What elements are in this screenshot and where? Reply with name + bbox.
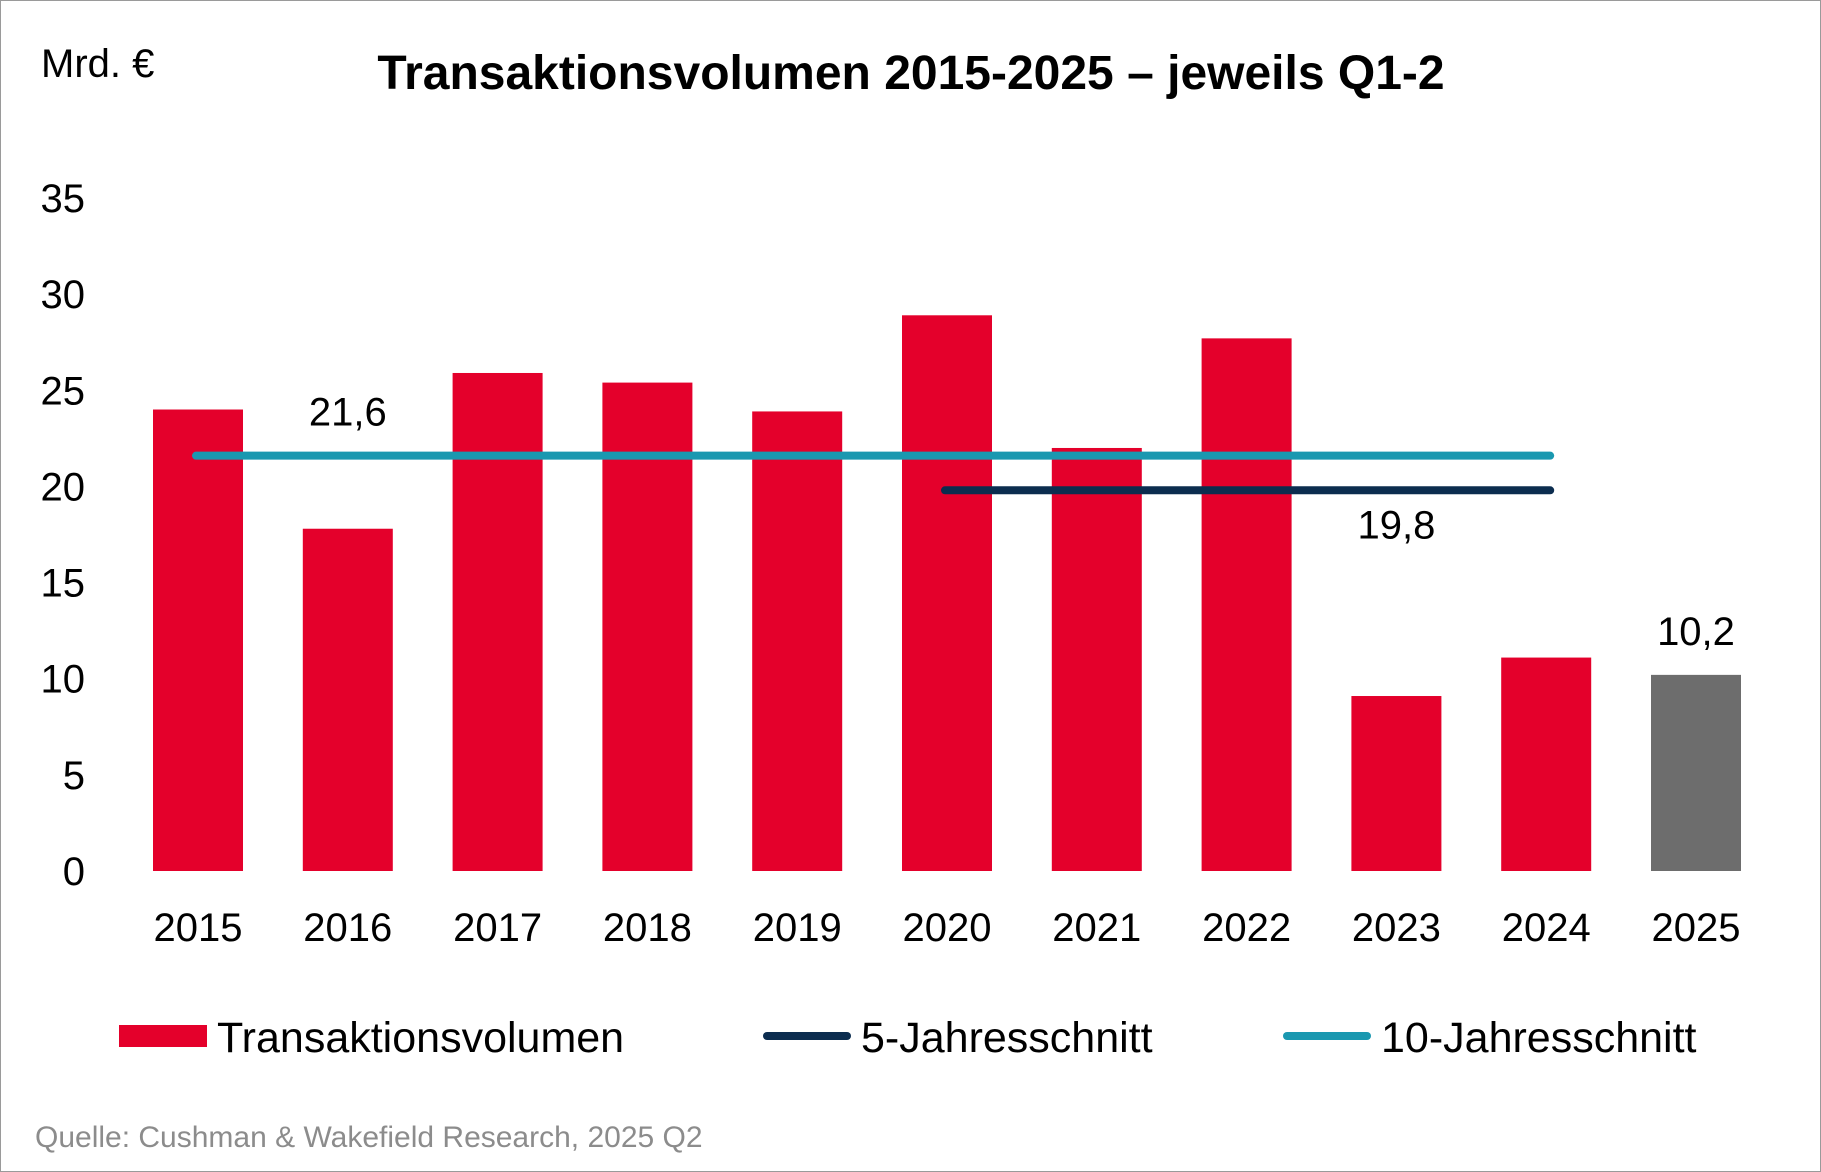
y-tick-label: 15 bbox=[41, 562, 86, 606]
x-tick-label: 2018 bbox=[603, 906, 692, 950]
y-tick-label: 0 bbox=[63, 850, 85, 894]
bar-2024 bbox=[1501, 657, 1592, 871]
bar-2016 bbox=[302, 528, 393, 871]
x-tick-label: 2019 bbox=[753, 906, 842, 950]
bar-2023 bbox=[1351, 696, 1442, 871]
bar-2019 bbox=[752, 411, 843, 871]
source-note: Quelle: Cushman & Wakefield Research, 20… bbox=[35, 1121, 703, 1154]
legend-label: 5-Jahresschnitt bbox=[861, 1014, 1153, 1062]
y-tick-label: 10 bbox=[41, 658, 86, 702]
legend-label: 10-Jahresschnitt bbox=[1381, 1014, 1697, 1062]
average-lines bbox=[192, 451, 1555, 495]
x-tick-label: 2024 bbox=[1502, 906, 1591, 950]
data-annotations: 21,6 19,8 10,2 bbox=[309, 391, 1735, 654]
bars bbox=[153, 315, 1741, 872]
legend-label: Transaktionsvolumen bbox=[217, 1014, 624, 1062]
x-tick-label: 2017 bbox=[453, 906, 542, 950]
legend-swatch-bar bbox=[119, 1025, 207, 1047]
y-axis-ticks: 0 5 10 15 20 25 30 35 bbox=[41, 177, 86, 894]
bar-2020 bbox=[902, 315, 992, 871]
y-tick-label: 20 bbox=[41, 465, 86, 509]
bar-2021 bbox=[1051, 447, 1142, 871]
x-tick-label: 2022 bbox=[1202, 906, 1291, 950]
legend: Transaktionsvolumen 5-Jahresschnitt 10-Jah… bbox=[119, 1014, 1697, 1062]
x-tick-label: 2025 bbox=[1652, 906, 1741, 950]
annotation-label: 19,8 bbox=[1357, 503, 1435, 547]
y-tick-label: 5 bbox=[63, 754, 85, 798]
bar-2022 bbox=[1201, 338, 1292, 872]
y-axis-unit-label: Mrd. € bbox=[41, 42, 154, 86]
x-tick-label: 2021 bbox=[1052, 906, 1141, 950]
bar-2025 bbox=[1651, 674, 1741, 871]
annotation-label: 21,6 bbox=[309, 391, 387, 435]
chart-title: Transaktionsvolumen 2015-2025 – jeweils … bbox=[377, 47, 1444, 100]
bar-2018 bbox=[602, 382, 693, 871]
x-tick-label: 2016 bbox=[303, 906, 392, 950]
bar-2017 bbox=[452, 372, 543, 871]
y-tick-label: 30 bbox=[41, 273, 86, 317]
x-tick-label: 2023 bbox=[1352, 906, 1441, 950]
x-tick-label: 2020 bbox=[903, 906, 992, 950]
y-tick-label: 35 bbox=[41, 177, 86, 221]
x-tick-label: 2015 bbox=[154, 906, 243, 950]
annotation-label: 10,2 bbox=[1657, 610, 1735, 654]
x-axis-ticks: 2015 2016 2017 2018 2019 2020 2021 2022 2023 2024… bbox=[154, 906, 1741, 950]
bar-2015 bbox=[153, 409, 243, 871]
y-tick-label: 25 bbox=[41, 369, 86, 413]
